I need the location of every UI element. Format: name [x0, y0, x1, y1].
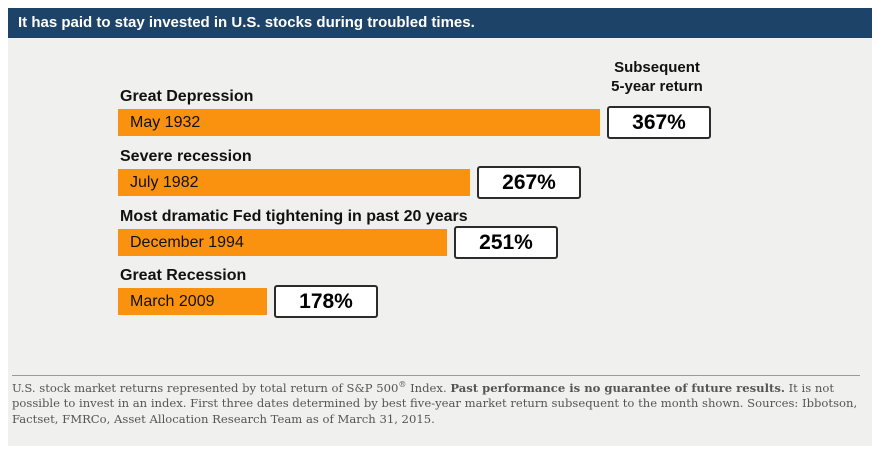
bar-row-great-recession: Great Recession March 2009 178%	[118, 267, 858, 327]
registered-mark: ®	[398, 380, 407, 390]
value-column-header-line2: 5-year return	[611, 78, 703, 95]
category-label: Great Depression	[120, 88, 254, 105]
value-box: 251%	[454, 226, 558, 259]
footnote-bold-disclaimer: Past performance is no guarantee of futu…	[450, 381, 785, 395]
bar-row-severe-recession: Severe recession July 1982 267%	[118, 148, 858, 208]
bar: March 2009	[118, 288, 267, 315]
footnote-part2: Index.	[406, 381, 451, 395]
bar: July 1982	[118, 169, 470, 196]
category-label: Most dramatic Fed tightening in past 20 …	[120, 208, 468, 225]
value-box: 367%	[607, 106, 711, 139]
value-column-header: Subsequent 5-year return	[577, 58, 737, 96]
footnote-divider	[12, 375, 860, 376]
bar-row-fed-tightening: Most dramatic Fed tightening in past 20 …	[118, 208, 858, 268]
value-box: 178%	[274, 285, 378, 318]
category-label: Severe recession	[120, 148, 252, 165]
value-column-header-line1: Subsequent	[614, 59, 700, 76]
footnote-part3: It is not possible to invest in an index…	[12, 381, 858, 426]
category-label: Great Recession	[120, 267, 247, 284]
bar-row-great-depression: Great Depression May 1932 367%	[118, 88, 858, 148]
page-title: It has paid to stay invested in U.S. sto…	[18, 14, 475, 31]
value-box: 267%	[477, 166, 581, 199]
title-bar: It has paid to stay invested in U.S. sto…	[8, 8, 872, 38]
footnote-part1: U.S. stock market returns represented by…	[12, 381, 399, 395]
bar: December 1994	[118, 229, 447, 256]
footnote-text: U.S. stock market returns represented by…	[12, 381, 858, 427]
bar: May 1932	[118, 109, 600, 136]
